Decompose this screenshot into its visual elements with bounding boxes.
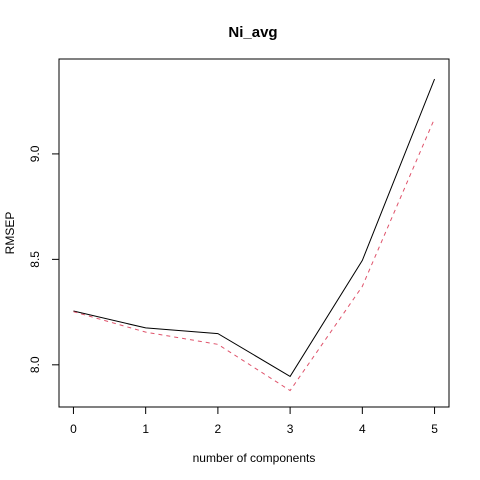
y-axis-label: RMSEP xyxy=(3,212,17,255)
series-layer xyxy=(73,78,436,392)
x-axis-label: number of components xyxy=(193,451,316,465)
x-tick-label: 0 xyxy=(70,422,77,436)
series-line-1 xyxy=(73,78,436,378)
y-tick-label: 9.0 xyxy=(28,145,42,162)
x-tick-label: 4 xyxy=(359,422,366,436)
x-tick-label: 2 xyxy=(215,422,222,436)
series-line-2 xyxy=(73,118,436,392)
y-tick-label: 8.0 xyxy=(28,356,42,373)
y-axis: 8.0 8.5 9.0 xyxy=(28,145,60,373)
x-tick-label: 1 xyxy=(142,422,149,436)
y-tick-label: 8.5 xyxy=(28,251,42,268)
x-tick-label: 5 xyxy=(431,422,438,436)
x-tick-label: 3 xyxy=(287,422,294,436)
x-axis: 0 1 2 3 4 5 xyxy=(70,406,438,436)
chart-title: Ni_avg xyxy=(228,24,277,41)
